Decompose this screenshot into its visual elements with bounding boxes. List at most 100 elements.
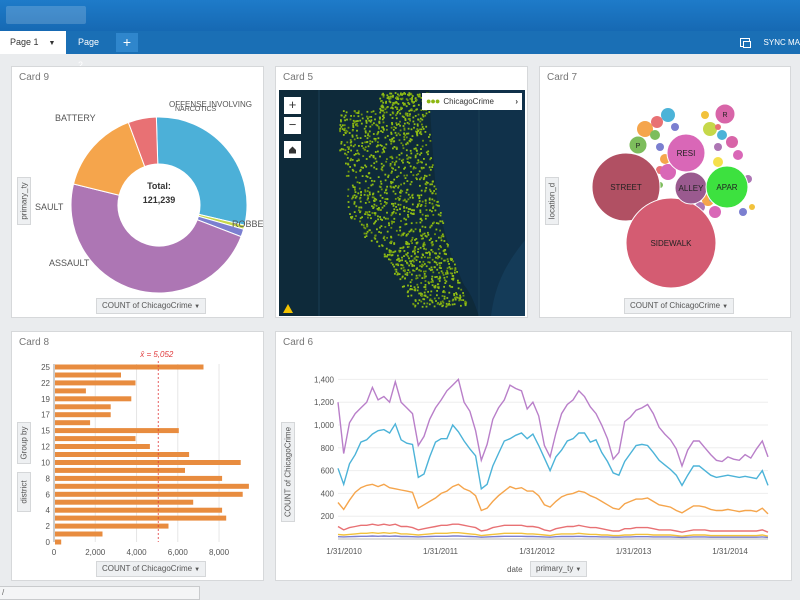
bubble[interactable] (671, 123, 679, 131)
count-dropdown[interactable]: COUNT of ChicagoCrime ▼ (624, 298, 735, 314)
bubble-street[interactable] (591, 152, 661, 222)
district-dropdown[interactable]: district (17, 472, 31, 512)
bar-district-8[interactable] (55, 475, 223, 481)
crime-point (349, 166, 351, 168)
bar-district-19[interactable] (55, 396, 132, 402)
bar-district-14[interactable] (55, 436, 136, 442)
crime-point (451, 258, 453, 261)
y-axis-dropdown[interactable]: COUNT of ChicagoCrime (281, 422, 295, 522)
bubble[interactable] (713, 157, 723, 167)
series-line[interactable] (337, 378, 769, 469)
bubble-r[interactable] (714, 103, 736, 125)
crime-point (409, 149, 412, 152)
bar-district-3[interactable] (55, 515, 227, 521)
bubble-apar[interactable] (705, 165, 749, 209)
bubble[interactable] (701, 111, 709, 119)
sync-maps-button[interactable]: SYNC MA (732, 31, 800, 54)
bar-district-20[interactable] (55, 388, 86, 394)
crime-point (390, 133, 393, 135)
bar-district-16[interactable] (55, 420, 91, 426)
bar-district-9[interactable] (55, 467, 185, 473)
bubble[interactable] (656, 143, 664, 151)
series-line[interactable] (337, 531, 769, 537)
line-chart[interactable]: 200 400 600 800 1,000 1,200 1,400 1/31/2010 1/3… (276, 332, 791, 560)
bubble-resi[interactable] (666, 133, 706, 173)
series-line[interactable] (337, 422, 769, 491)
crime-point (401, 94, 403, 96)
card-9[interactable]: Card 9 primary_ty Total: 121,239 BATTERY… (11, 66, 264, 318)
bubble[interactable] (739, 208, 747, 216)
card-8[interactable]: Card 8 Group by district 0 2 4 6 8 10 12 15 17 19… (11, 331, 264, 581)
bubble[interactable] (651, 116, 663, 128)
bar-district-6[interactable] (55, 491, 243, 497)
bar-district-1[interactable] (55, 531, 103, 537)
bar-district-15[interactable] (55, 428, 179, 434)
bubble[interactable] (661, 108, 675, 122)
top-header-bar (0, 0, 800, 31)
bar-district-18[interactable] (55, 404, 111, 410)
card-7[interactable]: Card 7 location_d (539, 66, 791, 318)
bar-district-24[interactable] (55, 372, 121, 378)
series-line[interactable] (337, 535, 769, 539)
bar-district-25[interactable] (55, 364, 204, 370)
bar-district-2[interactable] (55, 523, 169, 529)
crime-point (348, 146, 350, 149)
crime-point (401, 285, 404, 288)
bar-district-17[interactable] (55, 412, 111, 418)
bubble[interactable] (714, 143, 722, 151)
bubble[interactable] (733, 150, 743, 160)
bubble-p[interactable] (628, 135, 648, 155)
bubble[interactable] (715, 124, 721, 130)
bubble[interactable] (637, 121, 653, 137)
bubble[interactable] (650, 130, 660, 140)
axis-dropdown[interactable]: primary_ty (17, 177, 31, 225)
bubble[interactable] (709, 206, 721, 218)
chevron-down-icon[interactable]: ▼ (48, 40, 56, 47)
axis-dropdown[interactable]: location_d (545, 177, 559, 225)
map-legend[interactable]: ●●● ChicagoCrime › (422, 93, 522, 110)
bubble[interactable] (717, 130, 727, 140)
bar-district-0[interactable] (55, 539, 62, 545)
crime-point (386, 237, 388, 239)
zoom-out-button[interactable]: − (284, 117, 301, 134)
bar-district-5[interactable] (55, 499, 194, 505)
donut-slice[interactable] (155, 116, 248, 226)
crime-point (359, 119, 362, 122)
zoom-in-button[interactable]: + (284, 97, 301, 114)
add-page-button[interactable]: + (116, 33, 138, 52)
series-line[interactable] (337, 523, 769, 533)
map-layer[interactable] (279, 90, 525, 316)
chevron-right-icon[interactable]: › (515, 97, 518, 106)
card-5[interactable]: Card 5 + − ●●● ChicagoCrime › (275, 66, 528, 318)
bar-district-11[interactable] (55, 452, 190, 457)
crime-point (391, 122, 393, 124)
bar-district-10[interactable] (55, 460, 241, 465)
series-dropdown[interactable]: primary_ty ▼ (530, 561, 588, 577)
donut-chart[interactable]: Total: 121,239 BATTERY OFFENSE INVOLVING… (12, 67, 263, 297)
bar-chart[interactable]: 0 2 4 6 8 10 12 15 17 19 22 25 0 2,000 4,000 6,000 8,00… (12, 332, 262, 564)
crime-point (409, 229, 412, 232)
warning-icon[interactable] (283, 304, 293, 313)
home-button[interactable] (284, 141, 301, 158)
bubble[interactable] (749, 204, 755, 210)
crime-point (367, 195, 370, 197)
bubble[interactable] (726, 136, 738, 148)
bubble[interactable] (703, 122, 717, 136)
bar-district-7[interactable] (55, 483, 249, 489)
tab-page-1[interactable]: Page 1 ▼ (0, 31, 66, 54)
map-view[interactable]: + − ●●● ChicagoCrime › (279, 90, 525, 316)
count-dropdown[interactable]: COUNT of ChicagoCrime ▼ (96, 561, 207, 577)
bubble[interactable] (660, 164, 676, 180)
tab-page-2[interactable]: Page 2 (68, 31, 114, 70)
card-6[interactable]: Card 6 COUNT of ChicagoCrime 200 400 600 80… (275, 331, 792, 581)
group-by-dropdown[interactable]: Group by (17, 422, 31, 464)
bubble-chart[interactable]: STREET SIDEWALK RESI ALLEY APAR P R (540, 67, 790, 292)
crime-point (411, 135, 414, 137)
bar-district-4[interactable] (55, 507, 223, 513)
count-dropdown[interactable]: COUNT of ChicagoCrime ▼ (96, 298, 207, 314)
bar-district-22[interactable] (55, 380, 136, 386)
bar-district-12[interactable] (55, 444, 150, 449)
series-line[interactable] (337, 483, 769, 515)
crime-point (353, 138, 356, 141)
bubble-sidewalk[interactable] (625, 197, 717, 289)
